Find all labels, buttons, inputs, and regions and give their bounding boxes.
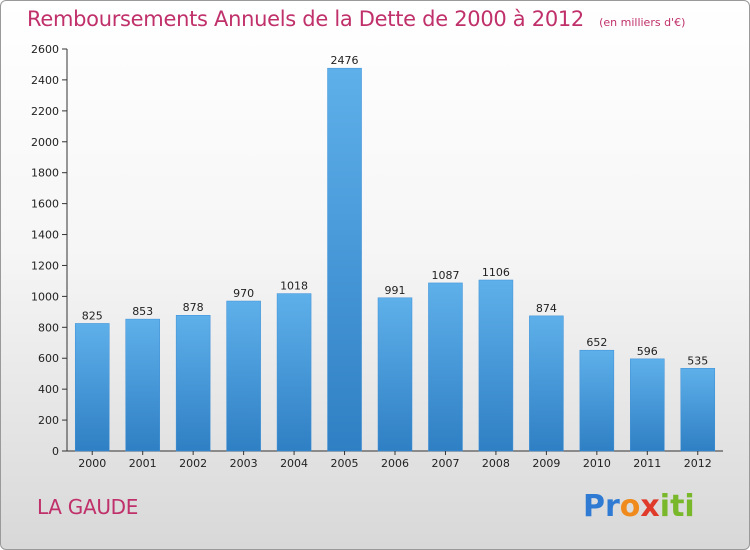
x-tick-label: 2000 [78, 457, 106, 470]
chart-unit: (en milliers d'€) [599, 16, 686, 29]
commune-name: LA GAUDE [37, 495, 139, 519]
data-label: 596 [637, 345, 658, 358]
x-tick-label: 2006 [381, 457, 409, 470]
y-tick-label: 1600 [31, 198, 59, 211]
data-label: 970 [233, 287, 254, 300]
chart-title: Remboursements Annuels de la Dette de 20… [27, 7, 685, 31]
proxiti-logo: Proxiti [583, 489, 695, 524]
bar [175, 314, 211, 452]
logo-letter: t [670, 489, 685, 524]
y-tick-label: 1200 [31, 259, 59, 272]
x-tick-label: 2008 [482, 457, 510, 470]
data-label: 652 [586, 336, 607, 349]
y-tick-label: 800 [38, 321, 59, 334]
y-tick-label: 200 [38, 414, 59, 427]
bar [125, 318, 160, 452]
chart-title-text: Remboursements Annuels de la Dette de 20… [27, 7, 584, 31]
y-tick-label: 2000 [31, 136, 59, 149]
x-tick-label: 2004 [280, 457, 308, 470]
bar [529, 315, 564, 452]
data-label: 825 [82, 309, 103, 322]
bar [74, 323, 110, 452]
data-label: 535 [687, 354, 708, 367]
y-tick-label: 2400 [31, 74, 59, 87]
x-tick-label: 2009 [532, 457, 560, 470]
y-tick-label: 600 [38, 352, 59, 365]
y-tick-label: 1400 [31, 229, 59, 242]
data-label: 991 [385, 284, 406, 297]
data-label: 874 [536, 302, 557, 315]
x-tick-label: 2003 [230, 457, 258, 470]
bar [680, 368, 716, 452]
bar [478, 279, 514, 452]
logo-letter: i [684, 489, 695, 524]
y-tick-label: 2600 [31, 43, 59, 56]
data-label: 2476 [331, 54, 359, 67]
logo-letter: P [583, 489, 605, 524]
x-tick-label: 2007 [431, 457, 459, 470]
data-label: 853 [132, 305, 153, 318]
bar [226, 300, 261, 452]
x-tick-label: 2002 [179, 457, 207, 470]
data-label: 878 [183, 301, 204, 314]
x-tick-label: 2010 [583, 457, 611, 470]
x-tick-label: 2011 [633, 457, 661, 470]
data-label: 1018 [280, 280, 308, 293]
y-tick-label: 2200 [31, 105, 59, 118]
bar [377, 297, 413, 452]
x-tick-label: 2012 [684, 457, 712, 470]
y-tick-label: 1000 [31, 290, 59, 303]
logo-letter: i [659, 489, 671, 524]
x-tick-label: 2005 [331, 457, 359, 470]
bar [630, 358, 665, 452]
bar [579, 349, 615, 452]
x-tick-label: 2001 [129, 457, 157, 470]
y-tick-label: 0 [52, 445, 59, 458]
logo-letter: o [619, 489, 641, 524]
bar [327, 67, 362, 452]
data-label: 1106 [482, 266, 510, 279]
bar [428, 282, 463, 452]
y-tick-label: 1800 [31, 167, 59, 180]
bar [276, 293, 312, 452]
logo-letter: x [640, 489, 660, 524]
logo-letter: r [605, 489, 620, 524]
data-label: 1087 [431, 269, 459, 282]
y-tick-label: 400 [38, 383, 59, 396]
